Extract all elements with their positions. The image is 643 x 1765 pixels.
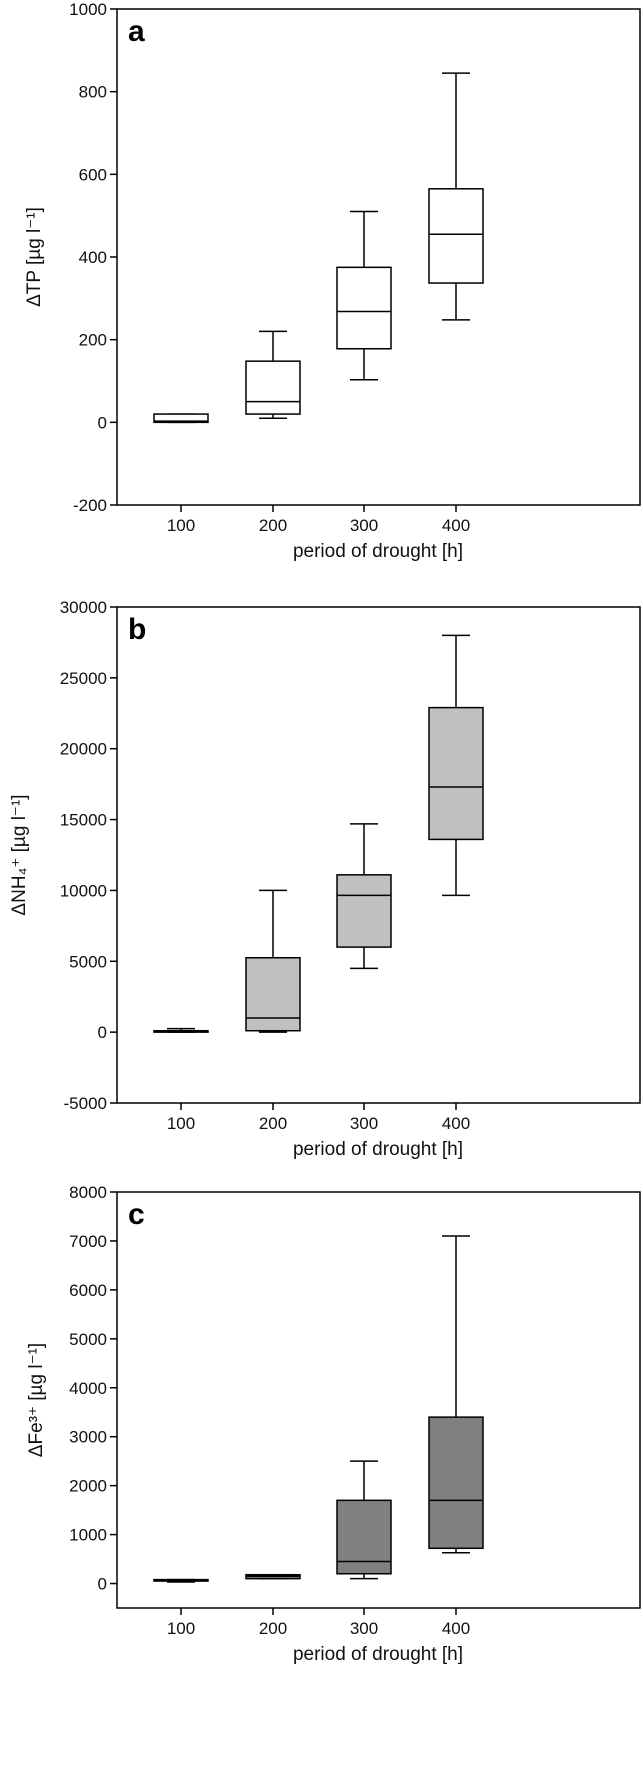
y-tick-label: 1000 — [69, 0, 107, 19]
panel-label: a — [128, 15, 145, 48]
x-axis-label: period of drought [h] — [293, 541, 463, 562]
y-tick-label: 30000 — [60, 598, 107, 617]
y-tick-label: 8000 — [69, 1183, 107, 1202]
box-iqr — [428, 188, 484, 284]
plot-frame — [116, 606, 641, 1104]
y-tick-label: 800 — [79, 83, 107, 102]
y-tick-label: 1000 — [69, 1526, 107, 1545]
panel-label: c — [128, 1198, 145, 1231]
box-iqr — [428, 706, 484, 841]
box-100 — [153, 1578, 209, 1583]
y-tick-label: 0 — [98, 413, 107, 432]
box-100 — [153, 413, 209, 424]
panel-label: b — [128, 613, 146, 646]
y-tick-label: 25000 — [60, 669, 107, 688]
y-tick-label: 5000 — [69, 952, 107, 971]
x-tick-label: 100 — [167, 516, 195, 535]
x-axis-label: period of drought [h] — [293, 1644, 463, 1665]
panel-c: c 0 1000 2000 3000 4000 5000 6000 7000 8000 100 200… — [26, 1183, 641, 1665]
x-axis-label: period of drought [h] — [293, 1139, 463, 1160]
x-tick-label: 100 — [167, 1114, 195, 1133]
box-iqr — [245, 956, 301, 1032]
x-tick-label: 200 — [259, 516, 287, 535]
y-tick-label: 7000 — [69, 1232, 107, 1251]
y-axis-label: ΔFe³⁺ [µg l⁻¹] — [26, 1343, 47, 1457]
box-200 — [245, 330, 301, 419]
x-tick-label: 100 — [167, 1619, 195, 1638]
box-iqr — [153, 413, 209, 424]
box-300 — [336, 210, 392, 381]
y-tick-label: 3000 — [69, 1428, 107, 1447]
box-400 — [428, 634, 484, 897]
y-tick-label: -200 — [73, 496, 107, 515]
x-tick-label: 400 — [442, 516, 470, 535]
x-tick-label: 300 — [350, 1619, 378, 1638]
y-axis-label: ΔNH₄⁺ [µg l⁻¹] — [9, 794, 30, 915]
x-tick-label: 400 — [442, 1114, 470, 1133]
y-tick-label: 6000 — [69, 1281, 107, 1300]
box-100 — [153, 1027, 209, 1033]
x-tick-label: 200 — [259, 1114, 287, 1133]
box-iqr — [336, 1499, 392, 1575]
panel-a: a -200 0 200 400 600 800 1000 100 200 300 400 period… — [24, 0, 641, 562]
panel-b: b -5000 0 5000 10000 15000 20000 25000 30000 100 2… — [9, 598, 641, 1160]
y-tick-label: 10000 — [60, 881, 107, 900]
y-tick-label: 600 — [79, 165, 107, 184]
box-400 — [428, 72, 484, 321]
box-iqr — [336, 874, 392, 948]
y-tick-label: 5000 — [69, 1330, 107, 1349]
box-300 — [336, 1460, 392, 1580]
box-iqr — [428, 1416, 484, 1550]
y-tick-label: 4000 — [69, 1379, 107, 1398]
plot-frame — [116, 1191, 641, 1609]
x-tick-label: 200 — [259, 1619, 287, 1638]
y-tick-label: 400 — [79, 248, 107, 267]
y-tick-label: 200 — [79, 331, 107, 350]
box-200 — [245, 889, 301, 1033]
x-tick-label: 300 — [350, 516, 378, 535]
box-iqr — [245, 360, 301, 415]
box-200 — [245, 1573, 301, 1580]
y-tick-label: 15000 — [60, 811, 107, 830]
y-tick-label: 0 — [98, 1023, 107, 1042]
y-tick-label: 20000 — [60, 740, 107, 759]
x-tick-label: 400 — [442, 1619, 470, 1638]
box-iqr — [336, 266, 392, 350]
y-tick-label: -5000 — [64, 1094, 107, 1113]
box-300 — [336, 823, 392, 970]
y-tick-label: 0 — [98, 1575, 107, 1594]
x-tick-label: 300 — [350, 1114, 378, 1133]
y-tick-label: 2000 — [69, 1477, 107, 1496]
y-axis-label: ΔTP [µg l⁻¹] — [24, 207, 45, 307]
box-400 — [428, 1235, 484, 1554]
plot-frame — [116, 8, 641, 506]
